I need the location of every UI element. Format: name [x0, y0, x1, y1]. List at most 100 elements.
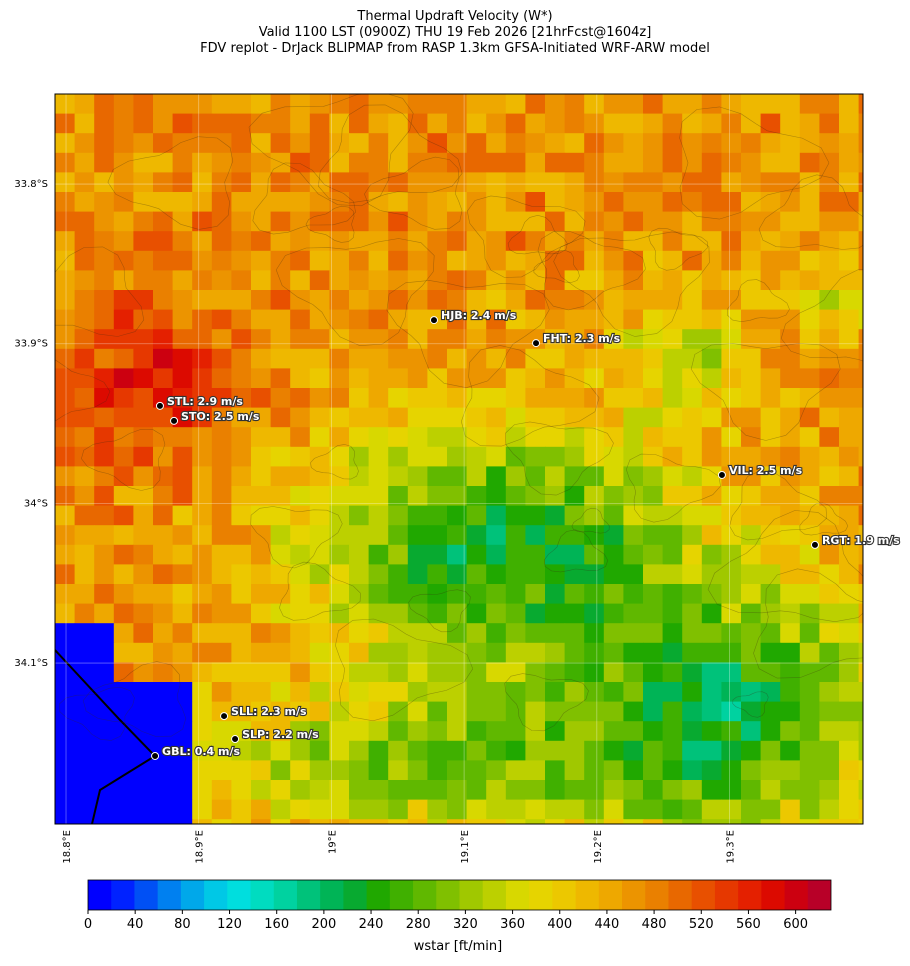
colorbar-swatch — [784, 880, 809, 910]
contour — [726, 279, 790, 323]
raster-cell — [94, 133, 115, 154]
colorbar-tick-label: 400 — [547, 917, 572, 932]
raster-cell — [505, 584, 526, 605]
raster-cell — [309, 819, 330, 824]
raster-cell — [662, 701, 683, 722]
raster-cell — [153, 94, 174, 115]
raster-cell — [584, 466, 605, 487]
raster-cell — [584, 544, 605, 565]
raster-cell — [564, 290, 585, 311]
raster-cell — [799, 133, 820, 154]
raster-cell — [505, 446, 526, 467]
raster-cell — [623, 603, 644, 624]
raster-cell — [721, 211, 742, 232]
raster-cell — [74, 642, 95, 663]
raster-cell — [329, 780, 350, 801]
contour — [279, 561, 361, 621]
raster-cell — [192, 564, 213, 585]
raster-cell — [760, 211, 781, 232]
raster-cell — [94, 94, 115, 115]
raster-cell — [799, 584, 820, 605]
raster-cell — [584, 113, 605, 134]
raster-cell — [564, 701, 585, 722]
raster-cell — [368, 525, 389, 546]
raster-cell — [74, 584, 95, 605]
raster-cell — [55, 446, 76, 467]
raster-cell — [525, 231, 546, 252]
raster-cell — [466, 662, 487, 683]
raster-cell — [251, 348, 272, 369]
raster-cell — [74, 270, 95, 291]
raster-cell — [682, 446, 703, 467]
raster-cell — [309, 309, 330, 330]
contour — [408, 589, 471, 633]
raster-cell — [290, 466, 311, 487]
station-label: FHT: 2.3 m/s — [543, 332, 621, 345]
raster-cell — [623, 662, 644, 683]
raster-cell — [721, 152, 742, 173]
raster-cell — [643, 113, 664, 134]
raster-cell — [447, 505, 468, 526]
raster-cell — [192, 427, 213, 448]
raster-cell — [447, 564, 468, 585]
raster-cell — [466, 721, 487, 742]
raster-cell — [525, 799, 546, 820]
contour — [758, 174, 863, 250]
raster-cell — [564, 486, 585, 507]
raster-cell — [682, 642, 703, 663]
raster-cell — [211, 780, 232, 801]
raster-cell — [94, 642, 115, 663]
raster-cell — [662, 270, 683, 291]
raster-cell — [192, 329, 213, 350]
raster-cell — [819, 721, 840, 742]
raster-cell — [701, 466, 722, 487]
raster-cell — [113, 544, 134, 565]
raster-cell — [780, 525, 801, 546]
raster-cell — [780, 388, 801, 409]
contour — [504, 421, 614, 496]
raster-cell — [309, 760, 330, 781]
raster-cell — [113, 505, 134, 526]
raster-cell — [133, 309, 154, 330]
raster-cell — [407, 270, 428, 291]
raster-cell — [251, 819, 272, 824]
raster-cell — [309, 172, 330, 193]
contour — [729, 470, 828, 541]
raster-cell — [819, 172, 840, 193]
raster-cell — [290, 231, 311, 252]
raster-cell — [564, 211, 585, 232]
raster-cell — [94, 505, 115, 526]
raster-cell — [94, 407, 115, 428]
raster-cell — [113, 682, 134, 703]
raster-cell — [799, 701, 820, 722]
raster-cell — [192, 192, 213, 213]
raster-cell — [505, 172, 526, 193]
raster-cell — [153, 662, 174, 683]
raster-cell — [760, 466, 781, 487]
contour — [55, 359, 111, 422]
raster-cell — [623, 544, 644, 565]
raster-cell — [290, 407, 311, 428]
raster-cell — [643, 603, 664, 624]
raster-cell — [388, 544, 409, 565]
raster-cell — [388, 760, 409, 781]
contour — [305, 205, 355, 243]
raster-cell — [153, 682, 174, 703]
raster-cell — [172, 819, 193, 824]
raster-cell — [623, 760, 644, 781]
raster-cell — [113, 642, 134, 663]
raster-cell — [545, 152, 566, 173]
raster-cell — [799, 682, 820, 703]
raster-cell — [525, 348, 546, 369]
lon-tick-label: 19.1°E — [460, 830, 471, 864]
raster-cell — [211, 799, 232, 820]
raster-cell — [447, 721, 468, 742]
raster-cell — [682, 682, 703, 703]
raster-cell — [368, 388, 389, 409]
raster-cell — [94, 721, 115, 742]
raster-cell — [153, 623, 174, 644]
raster-cell — [799, 427, 820, 448]
raster-cell — [662, 192, 683, 213]
raster-cell — [545, 466, 566, 487]
raster-cell — [172, 486, 193, 507]
